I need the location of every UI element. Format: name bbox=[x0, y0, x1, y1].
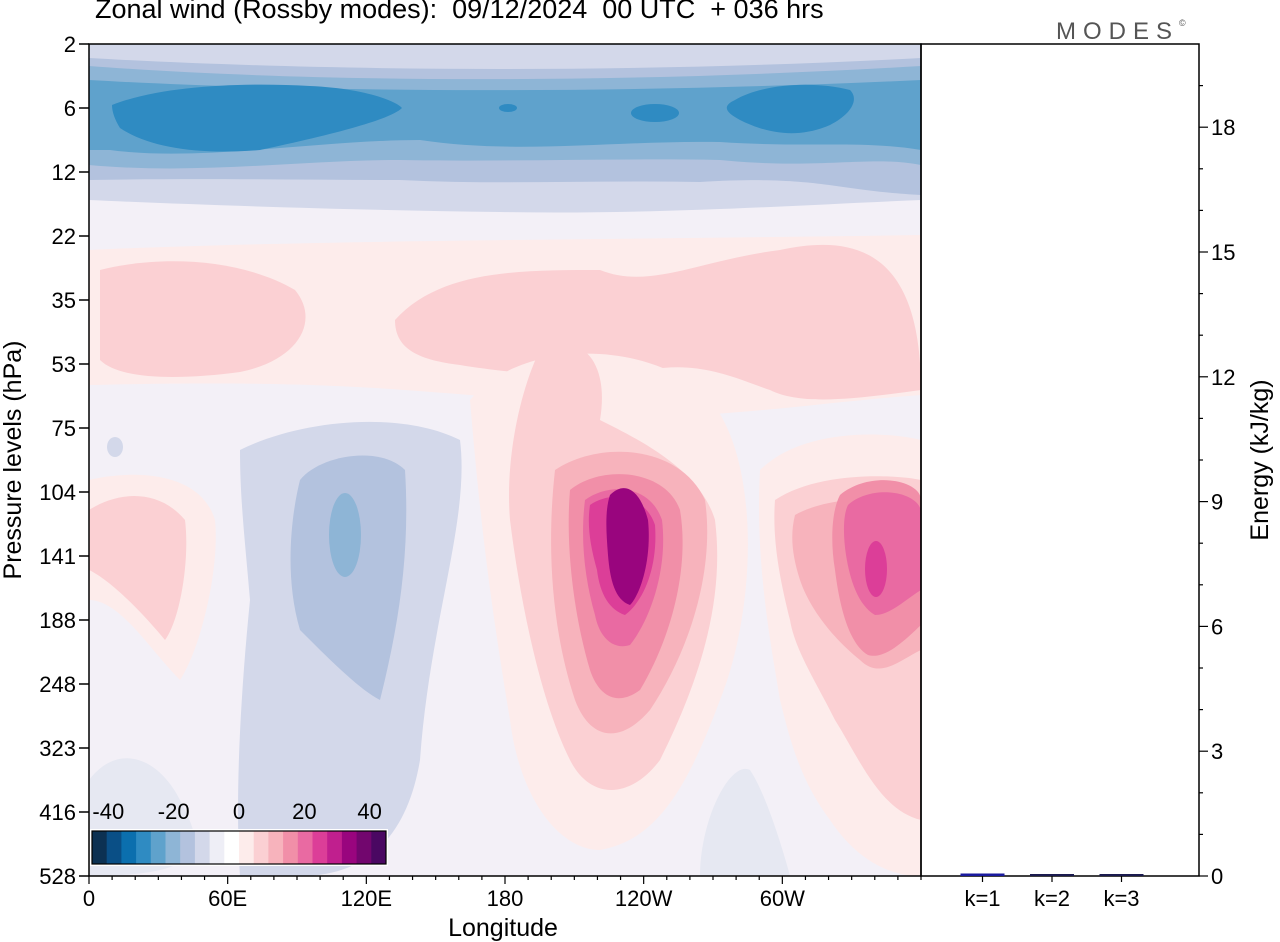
chart-title: Zonal wind (Rossby modes): 09/12/2024 00… bbox=[95, 0, 824, 24]
colorbar-swatch bbox=[194, 831, 211, 864]
colorbar-swatch bbox=[165, 831, 181, 864]
colorbar-swatch bbox=[371, 831, 387, 864]
y-tick-label: 323 bbox=[39, 736, 76, 761]
energy-tick-label: 18 bbox=[1211, 115, 1235, 140]
y-tick-label: 104 bbox=[39, 480, 76, 505]
brand-text: MODES bbox=[1056, 18, 1180, 45]
colorbar-tick-label: -40 bbox=[92, 799, 124, 824]
energy-bar-k3 bbox=[1099, 874, 1144, 876]
x-tick-label: 60E bbox=[208, 886, 247, 911]
contour-core-easterly-small bbox=[631, 104, 679, 122]
contour-region-westerly-east bbox=[395, 244, 921, 400]
x-tick-label: 60W bbox=[760, 886, 805, 911]
colorbar-swatch bbox=[180, 831, 196, 864]
colorbar-swatch bbox=[312, 831, 328, 864]
colorbar-swatch bbox=[106, 831, 122, 864]
energy-axis: 0 3 6 9 12 15 18 bbox=[1199, 84, 1235, 889]
colorbar-tick-label: -20 bbox=[158, 799, 190, 824]
contour-patch-easterly-south bbox=[700, 768, 790, 876]
y-tick-label: 416 bbox=[39, 800, 76, 825]
colorbar-swatch bbox=[297, 831, 313, 864]
x-axis-label: Longitude bbox=[448, 914, 558, 942]
energy-panel-frame bbox=[920, 43, 1200, 877]
brand-mark: © bbox=[1179, 18, 1186, 28]
energy-tick-label: 12 bbox=[1211, 365, 1235, 390]
y-tick-label: 22 bbox=[52, 224, 76, 249]
y-axis-label: Pressure levels (hPa) bbox=[0, 341, 27, 580]
y-tick-label: 2 bbox=[64, 32, 76, 57]
colorbar: -40 -20 0 20 40 bbox=[90, 799, 388, 866]
energy-category-label: k=3 bbox=[1103, 886, 1139, 911]
pressure-axis: 2 6 12 22 35 53 75 104 141 188 248 323 416 528 bbox=[39, 32, 89, 889]
contour-lobe-west-inner bbox=[89, 496, 187, 640]
x-tick-label: 0 bbox=[83, 886, 95, 911]
colorbar-tick-label: 0 bbox=[233, 799, 245, 824]
colorbar-swatch bbox=[121, 831, 137, 864]
colorbar-swatch bbox=[224, 831, 240, 864]
y-tick-label: 75 bbox=[52, 416, 76, 441]
colorbar-tick-label: 40 bbox=[357, 799, 381, 824]
y-tick-label: 141 bbox=[39, 544, 76, 569]
colorbar-swatch bbox=[92, 831, 108, 864]
contour-patch-easterly-nw bbox=[107, 437, 123, 457]
energy-tick-label: 3 bbox=[1211, 739, 1223, 764]
energy-tick-label: 15 bbox=[1211, 240, 1235, 265]
x-tick-label: 120E bbox=[341, 886, 392, 911]
longitude-axis: 0 60E 120E 180 120W 60W bbox=[83, 876, 922, 911]
colorbar-swatch bbox=[150, 831, 166, 864]
contour-region-westerly-west bbox=[100, 261, 306, 377]
x-tick-label: 120W bbox=[615, 886, 673, 911]
energy-tick-label: 0 bbox=[1211, 864, 1223, 889]
contour-core-easterly-east bbox=[726, 84, 854, 134]
contour-core-easterly-west bbox=[112, 84, 402, 152]
colorbar-swatch bbox=[136, 831, 152, 864]
y-tick-label: 248 bbox=[39, 672, 76, 697]
y-tick-label: 188 bbox=[39, 608, 76, 633]
y-tick-label: 12 bbox=[52, 160, 76, 185]
colorbar-frame bbox=[91, 830, 387, 865]
y-tick-label: 35 bbox=[52, 288, 76, 313]
contour-core-easterly-lower bbox=[329, 493, 361, 577]
colorbar-swatch bbox=[209, 831, 225, 864]
x-tick-label: 180 bbox=[487, 886, 524, 911]
zonal-wind-contour-map bbox=[89, 44, 921, 876]
y-tick-label: 528 bbox=[39, 864, 76, 889]
contour-region-easterly-lower-mid bbox=[290, 455, 407, 700]
energy-tick-label: 6 bbox=[1211, 614, 1223, 639]
energy-bar-k2 bbox=[1030, 874, 1074, 876]
colorbar-swatch bbox=[239, 831, 255, 864]
energy-bar-k1 bbox=[960, 873, 1005, 876]
energy-category-label: k=2 bbox=[1034, 886, 1070, 911]
colorbar-swatch bbox=[356, 831, 372, 864]
contour-jet-east-core bbox=[865, 541, 887, 597]
colorbar-swatch bbox=[341, 831, 358, 864]
colorbar-swatch bbox=[268, 831, 284, 864]
energy-tick-label: 9 bbox=[1211, 490, 1223, 515]
colorbar-swatch bbox=[327, 831, 343, 864]
y-tick-label: 53 bbox=[52, 352, 76, 377]
colorbar-swatch bbox=[283, 831, 299, 864]
y-tick-label: 6 bbox=[64, 96, 76, 121]
colorbar-swatch bbox=[253, 831, 269, 864]
colorbar-tick-label: 20 bbox=[292, 799, 316, 824]
energy-category-label: k=1 bbox=[964, 886, 1000, 911]
energy-bars: k=1 k=2 k=3 bbox=[960, 873, 1144, 911]
brand-logo: MODES© bbox=[1056, 18, 1186, 46]
contour-core-easterly-tiny bbox=[499, 104, 517, 112]
contour-jet-central-core bbox=[606, 488, 649, 605]
energy-axis-label: Energy (kJ/kg) bbox=[1246, 379, 1274, 540]
